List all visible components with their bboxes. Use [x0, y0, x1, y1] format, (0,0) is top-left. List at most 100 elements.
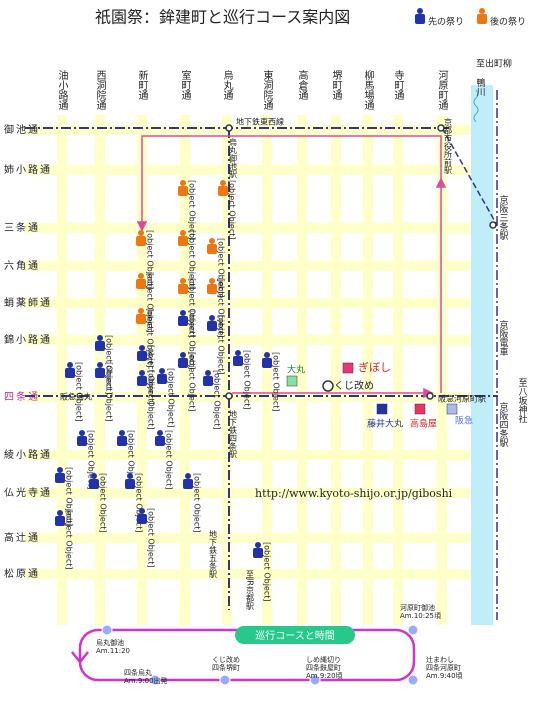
street-ew: [25, 450, 470, 460]
building: [414, 403, 426, 415]
route-stop-note: くじ改め: [212, 655, 240, 664]
route-stop: [101, 624, 113, 636]
float-body: [178, 236, 188, 246]
route-stop-note: しめ縄切り: [306, 655, 341, 664]
street-ew: [25, 165, 470, 175]
landmark-label: 阪急: [455, 415, 473, 427]
route-stop: [407, 674, 419, 686]
float-head: [127, 473, 133, 479]
landmark-label: 藤井大丸: [367, 418, 403, 430]
float-head: [185, 473, 191, 479]
float-label: [object Object]: [75, 362, 84, 422]
float-label: [object Object]: [217, 238, 226, 298]
landmark-label: くじ改め: [334, 379, 374, 392]
float-body: [65, 368, 75, 378]
street-label: 寺町通: [392, 70, 404, 100]
landmark-label: 地下鉄五条駅: [209, 529, 218, 579]
float-body: [95, 341, 105, 351]
street-ns: [262, 115, 272, 625]
float-label: [object Object]: [127, 430, 136, 490]
landmark-label: 阪急河原町駅: [438, 394, 486, 404]
route-stop-place: 四条麩屋町: [306, 663, 341, 672]
float-head: [91, 473, 97, 479]
route-stop-time: Am.9:00出発: [124, 676, 168, 685]
landmark-label: 烏丸御池駅: [229, 137, 238, 179]
street-label: 錦小路通: [4, 333, 52, 346]
route-stop-time: Am.9:20頃: [306, 671, 343, 680]
street-ew: [25, 298, 470, 308]
float-body: [207, 321, 217, 331]
float-head: [417, 8, 423, 14]
floats: [object Object] [object Object][object Ob…: [55, 180, 281, 602]
float-body: [95, 368, 105, 378]
float-label: [object Object]: [105, 335, 114, 395]
float-body: [137, 351, 147, 361]
route-stop-place: 四条烏丸: [124, 668, 152, 677]
float-head: [180, 278, 186, 284]
route-stop-place: 四条堺町: [212, 663, 240, 672]
parade-route: [136, 124, 497, 400]
landmark-label: 鴨川: [475, 77, 486, 96]
float-head: [67, 362, 73, 368]
float-label: [object Object]: [65, 510, 74, 570]
street-label: 堺町通: [330, 70, 342, 100]
station: [426, 392, 434, 400]
float-label: [object Object]: [135, 473, 144, 533]
legend-label: 後の祭り: [490, 16, 526, 28]
route-stop-place: 四条河原町: [426, 663, 461, 672]
float-head: [209, 278, 215, 284]
float-body: [77, 436, 87, 446]
route-stop-place: 河原町御池: [400, 603, 435, 612]
street-ns: [393, 115, 403, 625]
float-label: [object Object]: [188, 352, 197, 412]
float-label: [object Object]: [217, 278, 226, 338]
float-body: [233, 356, 243, 366]
legend: 先の祭り 後の祭り: [415, 8, 526, 28]
float-label: [object Object]: [228, 180, 237, 240]
float-head: [139, 508, 145, 514]
street-ew: [25, 223, 470, 233]
route-box: 巡行コースと時間 河原町御池Am.10:25頃烏丸御池Am.11:20四条烏丸A…: [71, 603, 463, 686]
float-body: [137, 514, 147, 524]
float-body: [125, 479, 135, 489]
building: [342, 362, 354, 374]
float-body: [178, 186, 188, 196]
landmark-label: 至八坂神社: [517, 378, 528, 424]
street-ns: [363, 115, 373, 625]
kuji-mark: [322, 380, 334, 392]
float-head: [180, 310, 186, 316]
float-body: [55, 516, 65, 526]
float-head: [57, 467, 63, 473]
street-label: 烏丸通: [221, 69, 233, 100]
float-label: [object Object]: [147, 370, 156, 430]
float-label: [object Object]: [243, 350, 252, 410]
float-body: [136, 279, 146, 289]
street-label: 四条通: [4, 390, 40, 403]
float-label: [object Object]: [272, 352, 281, 412]
float-label: [object Object]: [193, 473, 202, 533]
float-head: [119, 430, 125, 436]
float-head: [97, 362, 103, 368]
street-label: 東洞院通: [261, 69, 273, 110]
street-ns: [437, 115, 447, 625]
float-body: [207, 284, 217, 294]
float-label: [object Object]: [147, 508, 156, 568]
float-label: [object Object]: [65, 467, 74, 527]
float-head: [479, 8, 485, 14]
river-wave: [473, 89, 479, 123]
landmark-label: 阪急烏丸: [60, 392, 92, 402]
landmark-label: 京阪三条駅: [498, 194, 509, 241]
float-body: [136, 314, 146, 324]
street-label: 柳馬場通: [362, 69, 374, 110]
float-head: [138, 308, 144, 314]
street-label: 高辻通: [4, 531, 40, 544]
float-body: [477, 14, 487, 24]
float-label: [object Object]: [146, 308, 155, 368]
landmark-label: 地下鉄四条駅: [229, 409, 238, 459]
float-body: [415, 14, 425, 24]
float-body: [117, 436, 127, 446]
float-body: [155, 436, 165, 446]
float-label: [object Object]: [146, 273, 155, 333]
street-ns: [297, 115, 307, 625]
